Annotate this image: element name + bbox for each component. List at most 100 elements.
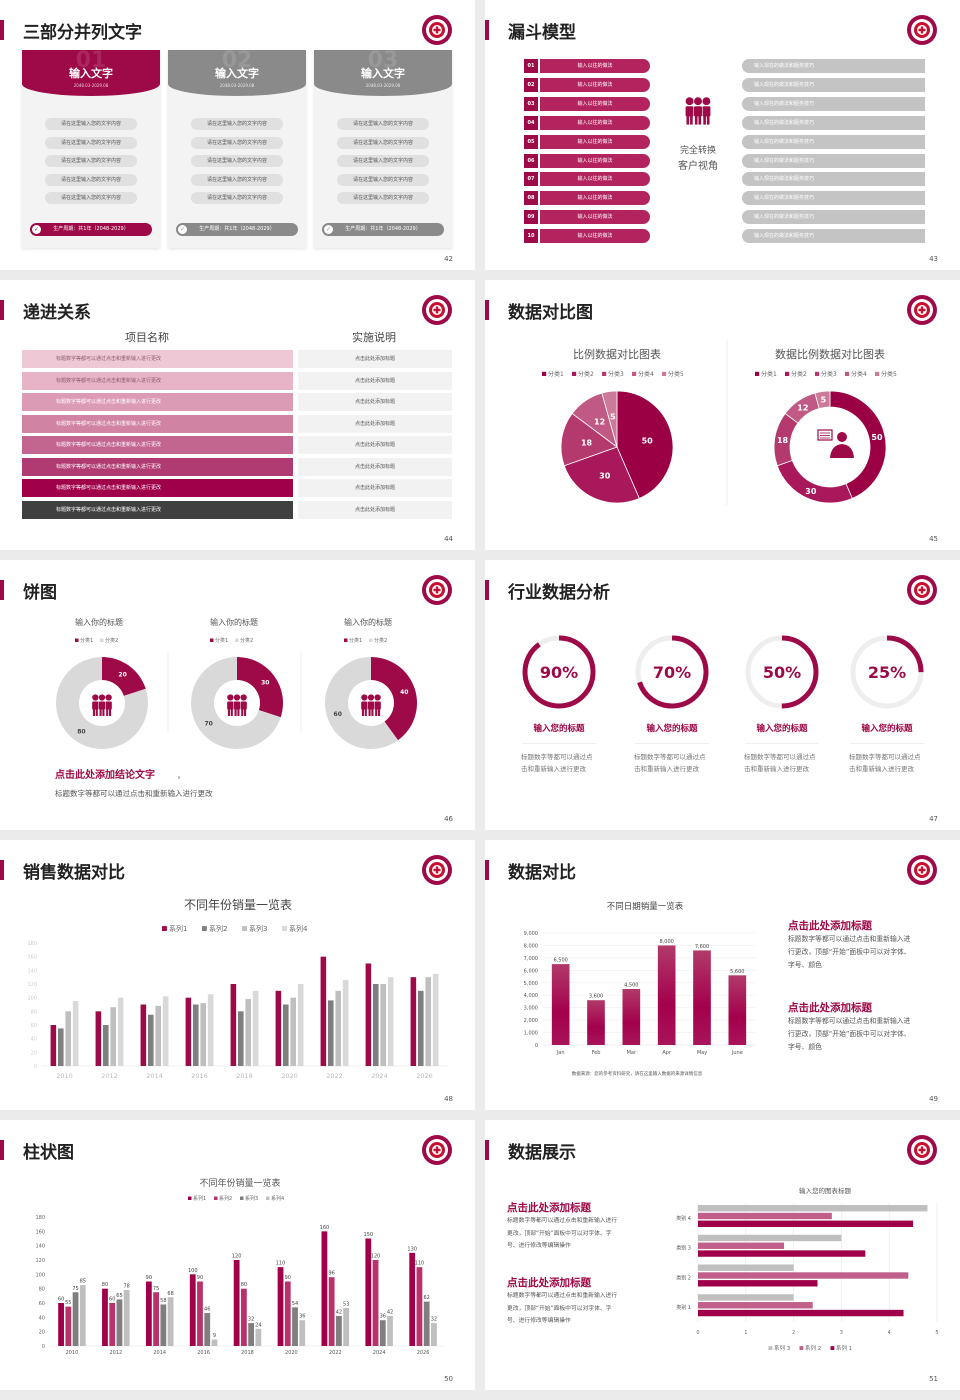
- data-label: 8,000: [660, 939, 674, 945]
- legend-label: 分类5: [881, 370, 897, 378]
- legend-swatch: [785, 371, 790, 376]
- donut-slice: [371, 657, 417, 741]
- x-tick-label: 2012: [109, 1350, 122, 1356]
- legend-swatch: [845, 371, 850, 376]
- page-number: 44: [444, 535, 453, 543]
- row-description: 点击此处添加标题: [298, 457, 452, 476]
- slide-44[interactable]: 递进关系 44 项目名称 实施说明 标题数字等都可以通过点击和重新输入进行更改 点击此处添…: [0, 280, 475, 550]
- bar: [167, 1297, 174, 1346]
- slide-46[interactable]: 饼图 46 输入你的标题 分类1 分类2 20 80 输入你的标题 分类1 分类2 30 70 输入你的…: [0, 560, 475, 830]
- donut-slice: [324, 657, 399, 749]
- data-label: 5,600: [730, 969, 744, 975]
- progression-row: 标题数字等都可以通过点击和重新输入进行更改: [22, 371, 293, 390]
- funnel-right-bar: 输入现在的做法和服务技巧: [742, 172, 925, 187]
- slide-45[interactable]: 数据对比图 45 比例数据对比图表 分类1 分类2 分类3 分类4 分类5 50 30 18 12 5 数…: [485, 280, 960, 550]
- chart-title: 数据比例数据对比图表: [775, 347, 885, 361]
- logo-emblem: [422, 855, 452, 885]
- bar: [110, 1007, 116, 1066]
- slide-51[interactable]: 数据展示 51 输入您的图表标题 0 1 2 3 4 5 类别 1 类别 2 类别 3 类别 4 系列 3…: [485, 1120, 960, 1390]
- bar: [698, 1264, 794, 1271]
- donut-slice: [237, 657, 283, 718]
- data-label: 24: [255, 1322, 261, 1328]
- bar: [277, 1267, 284, 1346]
- slide-42[interactable]: 三部分并列文字 42 01 输入文字 2048.03-2029.08 请在这里输入您的文字…: [0, 0, 475, 270]
- page-number: 47: [929, 815, 938, 823]
- slide-49[interactable]: 数据对比 49 不同日期销量一览表 0 1,000 2,000 3,000 4,000 5,00…: [485, 840, 960, 1110]
- legend-swatch: [210, 638, 214, 642]
- legend-label: 分类3: [821, 370, 837, 378]
- slide-50[interactable]: 柱状图 50 不同年份销量一览表 系列1 系列2 系列3 系列4 0 20 40 60 80 100 12…: [0, 1120, 475, 1390]
- data-label: 6,500: [554, 958, 568, 964]
- bar: [698, 1234, 842, 1242]
- block-text: 标题数字等都可以通过点击和重新输入进: [788, 1017, 911, 1025]
- y-tick-label: 160: [35, 1229, 45, 1235]
- legend-label: 分类2: [791, 370, 807, 378]
- data-label: 5: [610, 412, 616, 421]
- bar: [387, 1315, 393, 1346]
- progress-ring: [522, 635, 596, 709]
- card-item: 请在这里输入您的文字内容: [45, 155, 137, 167]
- data-label: 36: [380, 1314, 386, 1320]
- logo-emblem: [422, 15, 452, 45]
- bar: [425, 977, 431, 1066]
- legend-swatch: [266, 1196, 270, 1200]
- legend-swatch: [162, 926, 167, 931]
- legend-swatch: [344, 638, 348, 642]
- bar: [365, 963, 372, 1066]
- divider: [745, 743, 819, 744]
- slide-43[interactable]: 漏斗模型 43 01 输入以往的做法 输入现在的做法和服务技巧 02 输入以往的做法 输入现在…: [485, 0, 960, 270]
- progression-row: 标题数字等都可以通过点击和重新输入进行更改: [22, 457, 293, 476]
- y-tick-label: 180: [35, 1215, 45, 1221]
- y-tick-label: 80: [39, 1287, 45, 1293]
- metric-title: 输入您的标题: [533, 724, 585, 734]
- y-tick-label: 3,000: [524, 1006, 538, 1012]
- info-card[interactable]: 03 输入文字 2048.03-2029.08 请在这里输入您的文字内容 请在这里输入您…: [314, 48, 452, 248]
- bar: [116, 1299, 123, 1346]
- progress-ring: [745, 635, 819, 709]
- person-speech-icon: [817, 429, 854, 458]
- progression-row: 标题数字等都可以通过点击和重新输入进行更改: [22, 414, 293, 433]
- bar: [283, 1004, 289, 1066]
- data-label: 20: [118, 672, 126, 679]
- block-text: 更改，顶部“开始”面板中可以对字体、字: [507, 1230, 612, 1237]
- bar: [204, 1313, 211, 1346]
- y-tick-label: 140: [27, 968, 37, 974]
- row-description: 点击此处添加标题: [298, 350, 452, 368]
- slide-title: 数据对比图: [508, 303, 593, 323]
- data-label: 100: [188, 1268, 198, 1274]
- block-text: 标题数字等都可以通过点击和重新输入进行: [507, 1218, 618, 1224]
- bar: [423, 1301, 430, 1346]
- pie-slice: [601, 390, 618, 448]
- legend-label: 分类1: [761, 370, 777, 378]
- slide-title: 数据对比: [508, 863, 576, 883]
- data-label: 3,600: [589, 994, 603, 1000]
- bar: [335, 990, 341, 1066]
- page-number: 46: [444, 815, 453, 823]
- bar: [197, 1281, 203, 1346]
- y-tick-label: 20: [31, 1050, 37, 1056]
- legend-label: 系列 1: [836, 1344, 852, 1352]
- y-tick-label: 2,000: [524, 1018, 538, 1024]
- slide-48[interactable]: 销售数据对比 48 不同年份销量一览表 系列1 系列2 系列3 系列4 0 20 40 60 80 10…: [0, 840, 475, 1110]
- funnel-right-bar: 输入现在的做法和服务技巧: [742, 191, 925, 206]
- title-accent-bar: [0, 20, 4, 40]
- legend-swatch: [100, 638, 104, 642]
- row-number: 03: [524, 96, 538, 111]
- legend-label: 分类3: [608, 370, 624, 378]
- x-tick-label: 4: [888, 1330, 891, 1336]
- slide-47[interactable]: 行业数据分析 47 90% 70% 50% 25% 输入您的标题 标题数字等都可以通过点击和重…: [485, 560, 960, 830]
- slide-title: 递进关系: [23, 303, 91, 323]
- card-number-watermark: 01: [75, 48, 107, 73]
- bar: [387, 977, 394, 1066]
- card-item: 请在这里输入您的文字内容: [337, 192, 429, 204]
- funnel-right-bar: 输入现在的做法和服务技巧: [742, 96, 925, 111]
- row-number: 10: [524, 229, 538, 244]
- block-text: 行更改，顶部“开始”面板中可以对字体、: [788, 948, 911, 956]
- bar: [211, 1339, 218, 1346]
- y-tick-label: 0: [42, 1344, 45, 1350]
- metric-value: 90%: [540, 663, 578, 682]
- y-tick-label: 5,000: [524, 981, 538, 987]
- y-tick-label: 160: [27, 955, 37, 961]
- info-card[interactable]: 01 输入文字 2048.03-2029.08 请在这里输入您的文字内容 请在这里输入您…: [22, 48, 160, 248]
- info-card[interactable]: 02 输入文字 2048.03-2029.08 请在这里输入您的文字内容 请在这里输入您…: [168, 48, 306, 248]
